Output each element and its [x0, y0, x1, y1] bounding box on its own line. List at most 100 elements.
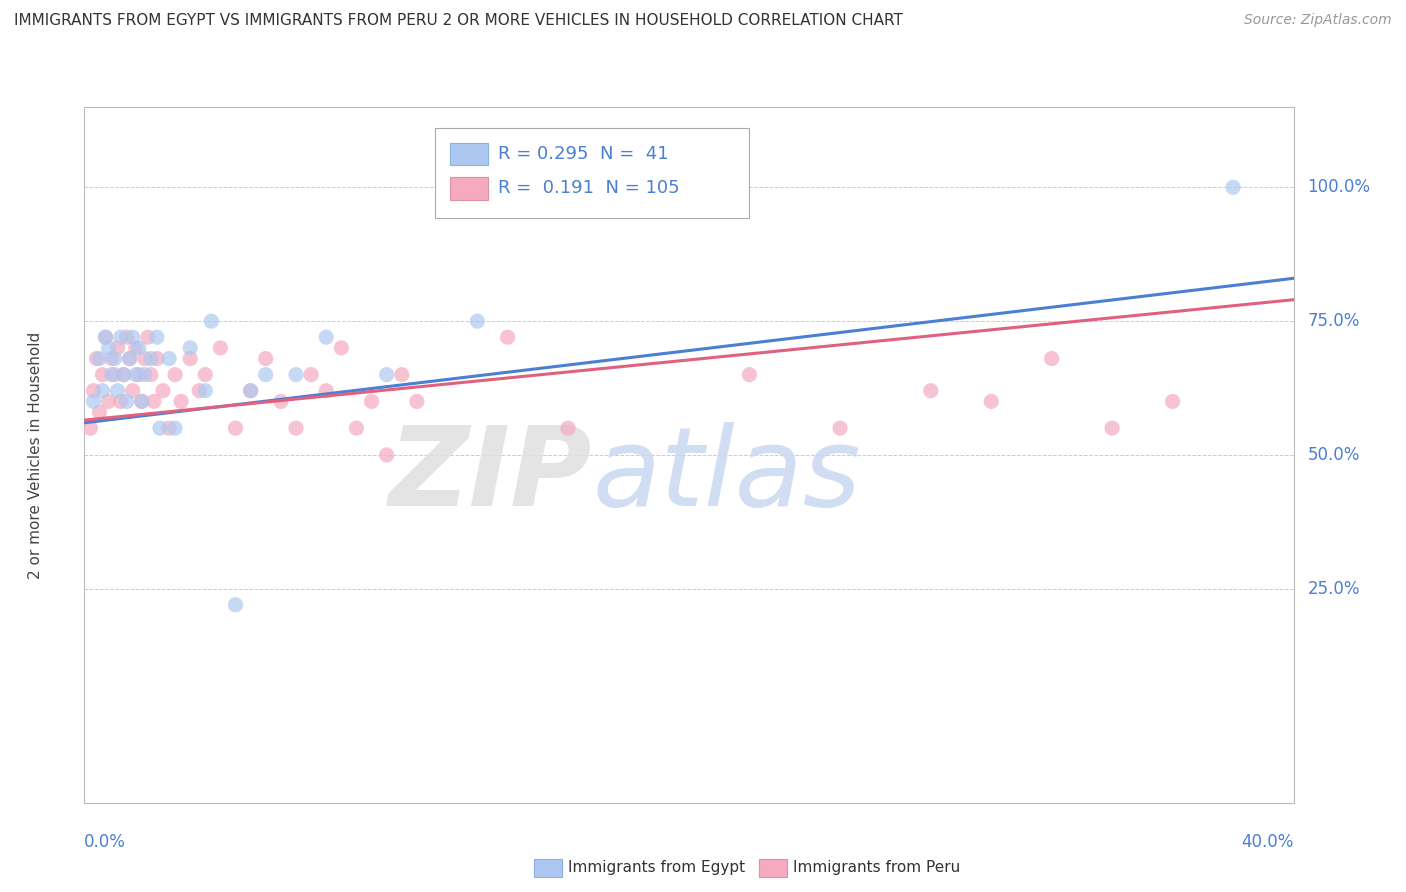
Text: Immigrants from Peru: Immigrants from Peru — [793, 861, 960, 875]
Point — [134, 351, 156, 366]
Text: 75.0%: 75.0% — [1308, 312, 1360, 330]
Point — [496, 330, 519, 344]
Point — [225, 421, 247, 435]
Text: IMMIGRANTS FROM EGYPT VS IMMIGRANTS FROM PERU 2 OR MORE VEHICLES IN HOUSEHOLD CO: IMMIGRANTS FROM EGYPT VS IMMIGRANTS FROM… — [14, 13, 903, 29]
Point — [194, 368, 217, 382]
Text: Source: ZipAtlas.com: Source: ZipAtlas.com — [1244, 13, 1392, 28]
Point — [118, 351, 141, 366]
Point — [94, 330, 117, 344]
Point — [110, 394, 132, 409]
Text: 2 or more Vehicles in Household: 2 or more Vehicles in Household — [28, 331, 44, 579]
Point — [128, 341, 150, 355]
Point — [125, 341, 148, 355]
Point — [104, 351, 127, 366]
Point — [125, 368, 148, 382]
Point — [1161, 394, 1184, 409]
Point — [91, 384, 114, 398]
Point — [830, 421, 852, 435]
Point — [115, 394, 138, 409]
Point — [139, 368, 162, 382]
Point — [165, 368, 187, 382]
Point — [209, 341, 232, 355]
Point — [330, 341, 353, 355]
Point — [315, 384, 337, 398]
Point — [146, 330, 169, 344]
Bar — [450, 143, 488, 165]
Point — [980, 394, 1002, 409]
Point — [152, 384, 174, 398]
Point — [146, 351, 169, 366]
Point — [89, 351, 111, 366]
Point — [94, 330, 117, 344]
Text: Immigrants from Egypt: Immigrants from Egypt — [568, 861, 745, 875]
Point — [225, 598, 247, 612]
Bar — [450, 178, 488, 200]
Point — [239, 384, 262, 398]
Point — [194, 384, 217, 398]
Point — [97, 341, 120, 355]
Point — [136, 330, 159, 344]
Point — [284, 421, 308, 435]
Point — [179, 341, 201, 355]
Point — [254, 368, 277, 382]
Point — [299, 368, 322, 382]
Point — [131, 394, 153, 409]
Text: 25.0%: 25.0% — [1308, 580, 1360, 598]
Point — [239, 384, 262, 398]
Point — [346, 421, 368, 435]
Point — [315, 330, 337, 344]
Text: R = 0.295  N =  41: R = 0.295 N = 41 — [498, 145, 668, 162]
Point — [1040, 351, 1063, 366]
Point — [118, 351, 141, 366]
Point — [375, 368, 398, 382]
Point — [170, 394, 193, 409]
Point — [121, 330, 143, 344]
Point — [406, 394, 429, 409]
Text: 50.0%: 50.0% — [1308, 446, 1360, 464]
Point — [79, 421, 101, 435]
Point — [1101, 421, 1123, 435]
Point — [1222, 180, 1244, 194]
Text: 100.0%: 100.0% — [1308, 178, 1371, 196]
Point — [110, 330, 132, 344]
Point — [82, 394, 104, 409]
Point — [82, 384, 104, 398]
Point — [115, 330, 138, 344]
Point — [270, 394, 292, 409]
Point — [100, 368, 122, 382]
Point — [375, 448, 398, 462]
Point — [188, 384, 211, 398]
Point — [107, 384, 129, 398]
Point — [391, 368, 413, 382]
FancyBboxPatch shape — [434, 128, 749, 219]
Point — [920, 384, 942, 398]
Point — [104, 368, 127, 382]
Point — [149, 421, 172, 435]
Point — [86, 351, 108, 366]
Text: 40.0%: 40.0% — [1241, 833, 1294, 851]
Point — [142, 394, 165, 409]
Point — [157, 351, 180, 366]
Text: 0.0%: 0.0% — [84, 833, 127, 851]
Point — [134, 368, 156, 382]
Point — [467, 314, 489, 328]
Point — [254, 351, 277, 366]
Point — [360, 394, 382, 409]
Point — [157, 421, 180, 435]
Point — [165, 421, 187, 435]
Point — [89, 405, 111, 419]
Point — [200, 314, 222, 328]
Text: atlas: atlas — [592, 422, 860, 529]
Point — [107, 341, 129, 355]
Point — [179, 351, 201, 366]
Point — [557, 421, 579, 435]
Point — [139, 351, 162, 366]
Point — [112, 368, 135, 382]
Point — [131, 394, 153, 409]
Point — [284, 368, 308, 382]
Point — [91, 368, 114, 382]
Point — [128, 368, 150, 382]
Point — [97, 394, 120, 409]
Text: R =  0.191  N = 105: R = 0.191 N = 105 — [498, 179, 679, 197]
Text: ZIP: ZIP — [388, 422, 592, 529]
